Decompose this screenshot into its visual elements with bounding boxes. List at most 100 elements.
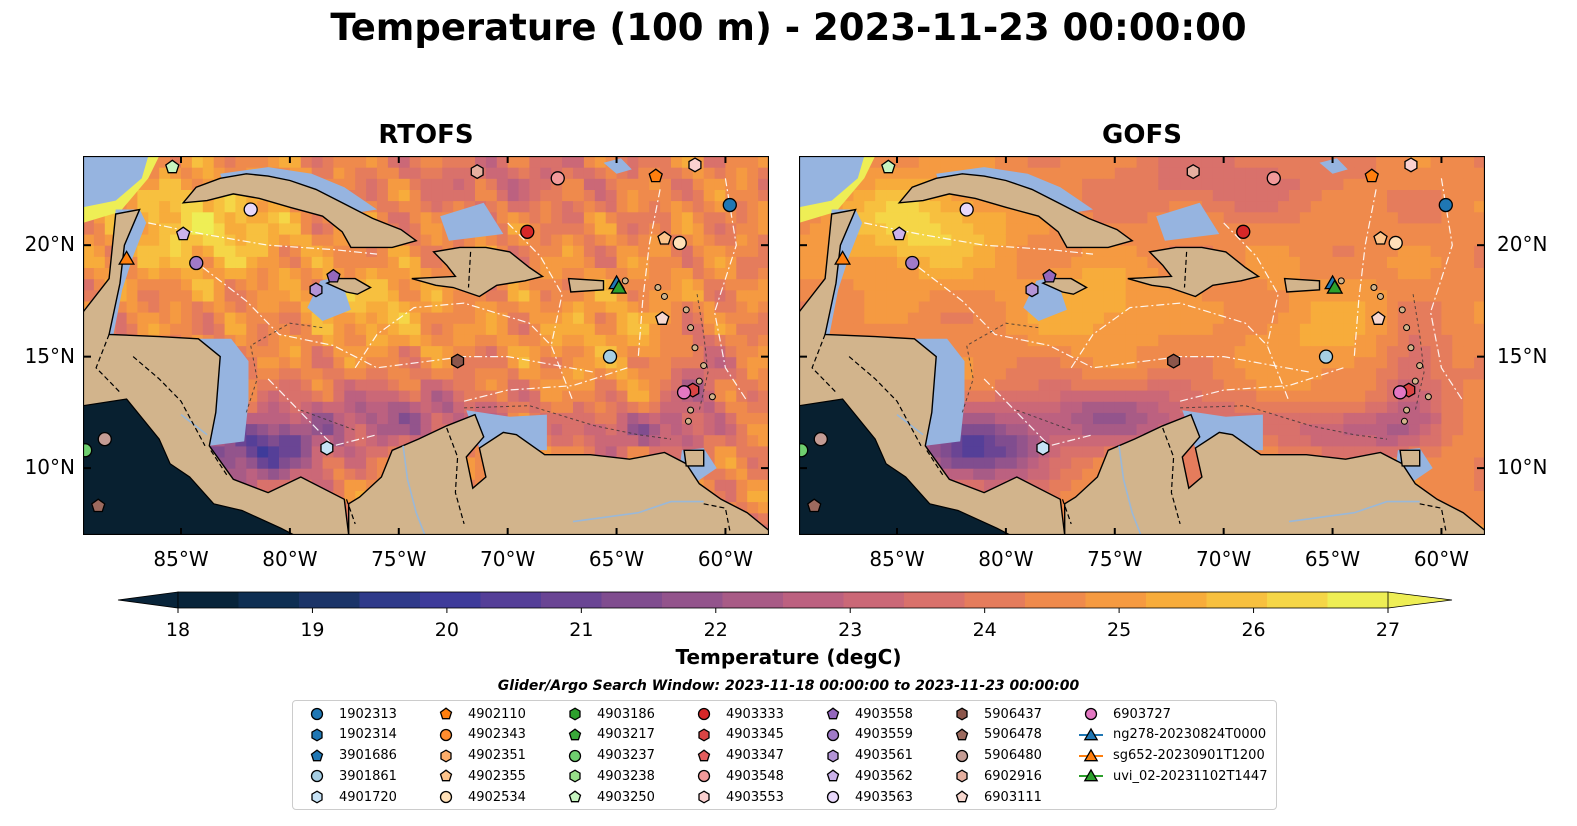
marker-4903559[interactable]: [905, 255, 920, 271]
marker-4902534[interactable]: [1388, 235, 1403, 251]
legend-marker[interactable]: [1083, 768, 1099, 782]
marker-5906478[interactable]: [807, 498, 822, 513]
legend-marker[interactable]: [439, 728, 453, 741]
legend-marker[interactable]: [568, 790, 582, 803]
legend-marker[interactable]: [826, 791, 840, 804]
marker-5906478[interactable]: [91, 498, 106, 513]
legend-label: 1902314: [339, 727, 397, 743]
legend-marker[interactable]: [955, 749, 969, 762]
legend-marker[interactable]: [697, 748, 711, 761]
eez-line: [918, 267, 1311, 373]
marker-6903727[interactable]: [676, 385, 692, 400]
marker-4903563[interactable]: [959, 202, 974, 217]
marker-4903237[interactable]: [83, 443, 93, 458]
marker-4903333[interactable]: [520, 224, 535, 239]
marker-4903237[interactable]: [799, 443, 809, 458]
legend-marker[interactable]: [697, 707, 711, 721]
marker-4902110[interactable]: [1364, 168, 1379, 183]
marker-sg652-20230901T1200[interactable]: [118, 250, 136, 265]
legend-marker[interactable]: [956, 707, 968, 721]
marker-4903553[interactable]: [1404, 157, 1418, 173]
marker-6903111[interactable]: [1371, 311, 1386, 325]
marker-4903561[interactable]: [309, 282, 323, 298]
legend-marker[interactable]: [439, 791, 453, 804]
legend-marker[interactable]: [1083, 727, 1099, 741]
legend-marker[interactable]: [440, 749, 452, 763]
marker-4903558[interactable]: [326, 268, 341, 283]
legend-marker[interactable]: [827, 749, 839, 763]
legend-label: 4902110: [468, 706, 526, 722]
island: [1407, 344, 1415, 352]
marker-6902916[interactable]: [470, 164, 484, 180]
marker-4903250[interactable]: [881, 159, 896, 174]
legend-marker[interactable]: [310, 748, 324, 761]
marker-4903548[interactable]: [550, 171, 565, 186]
legend-marker[interactable]: [569, 769, 581, 783]
legend-marker[interactable]: [310, 707, 324, 721]
marker-4902355[interactable]: [657, 230, 672, 245]
legend-marker[interactable]: [955, 790, 969, 803]
marker-sg652-20230901T1200[interactable]: [834, 250, 852, 265]
legend-marker[interactable]: [956, 769, 968, 783]
eez-line: [463, 367, 628, 402]
marker-3901861[interactable]: [1318, 349, 1334, 364]
marker-6903727[interactable]: [1392, 385, 1408, 400]
marker-4903562[interactable]: [175, 226, 191, 241]
marker-4903548[interactable]: [1266, 171, 1281, 186]
legend-marker[interactable]: [955, 728, 969, 741]
legend-marker[interactable]: [311, 728, 323, 742]
lon-label: 65°W: [588, 547, 645, 571]
marker-4903553[interactable]: [688, 157, 702, 173]
legend-marker[interactable]: [439, 707, 453, 720]
marker-5906437[interactable]: [1167, 353, 1181, 369]
legend-marker[interactable]: [311, 790, 323, 804]
eez-line: [1179, 367, 1344, 402]
marker-4903561[interactable]: [1025, 282, 1039, 298]
marker-4903333[interactable]: [1236, 224, 1251, 239]
legend-marker[interactable]: [698, 790, 710, 804]
marker-uvi_02-20231102T1447[interactable]: [1326, 279, 1344, 294]
legend-marker[interactable]: [826, 769, 840, 782]
legend-marker[interactable]: [568, 728, 582, 741]
marker-4901720[interactable]: [1036, 440, 1050, 456]
circle-marker-icon: [568, 749, 582, 762]
marker-uvi_02-20231102T1447[interactable]: [610, 279, 628, 294]
colorbar-tick-label: 26: [1241, 619, 1265, 641]
marker-6902916[interactable]: [1186, 164, 1200, 180]
marker-1902313[interactable]: [722, 197, 737, 213]
marker-6903111[interactable]: [655, 311, 670, 325]
colorbar-segment: [601, 592, 663, 608]
legend-item-4903347: 4903347: [690, 747, 784, 765]
marker-1902313[interactable]: [1438, 197, 1453, 213]
marker-5906480[interactable]: [813, 431, 828, 447]
marker-4903562[interactable]: [891, 226, 907, 241]
legend-item-4903345: 4903345: [690, 726, 784, 744]
marker-4901720[interactable]: [320, 440, 334, 456]
legend-label: uvi_02-20231102T1447: [1113, 768, 1268, 784]
legend-marker[interactable]: [697, 770, 711, 783]
pentagon-marker-icon: [697, 748, 711, 761]
legend-marker[interactable]: [439, 769, 453, 782]
island: [687, 406, 695, 414]
marker-3901861[interactable]: [602, 349, 618, 364]
legend-marker[interactable]: [1084, 707, 1098, 721]
shelf-area: [1319, 158, 1348, 174]
legend-label: 1902313: [339, 706, 397, 722]
marker-4903559[interactable]: [189, 255, 204, 271]
marker-5906480[interactable]: [97, 431, 112, 447]
marker-4902534[interactable]: [672, 235, 687, 251]
legend-item-4903561: 4903561: [819, 747, 913, 765]
marker-4903558[interactable]: [1042, 268, 1057, 283]
legend-marker[interactable]: [310, 770, 324, 783]
legend-marker[interactable]: [698, 728, 710, 742]
legend-marker[interactable]: [1083, 748, 1099, 761]
marker-5906437[interactable]: [451, 353, 465, 369]
legend-marker[interactable]: [826, 728, 840, 741]
marker-4903563[interactable]: [243, 202, 258, 217]
marker-4902355[interactable]: [1373, 230, 1388, 245]
marker-4903250[interactable]: [165, 159, 180, 174]
legend-marker[interactable]: [569, 707, 581, 721]
legend-marker[interactable]: [568, 749, 582, 762]
marker-4902110[interactable]: [648, 168, 663, 183]
legend-marker[interactable]: [826, 707, 840, 720]
